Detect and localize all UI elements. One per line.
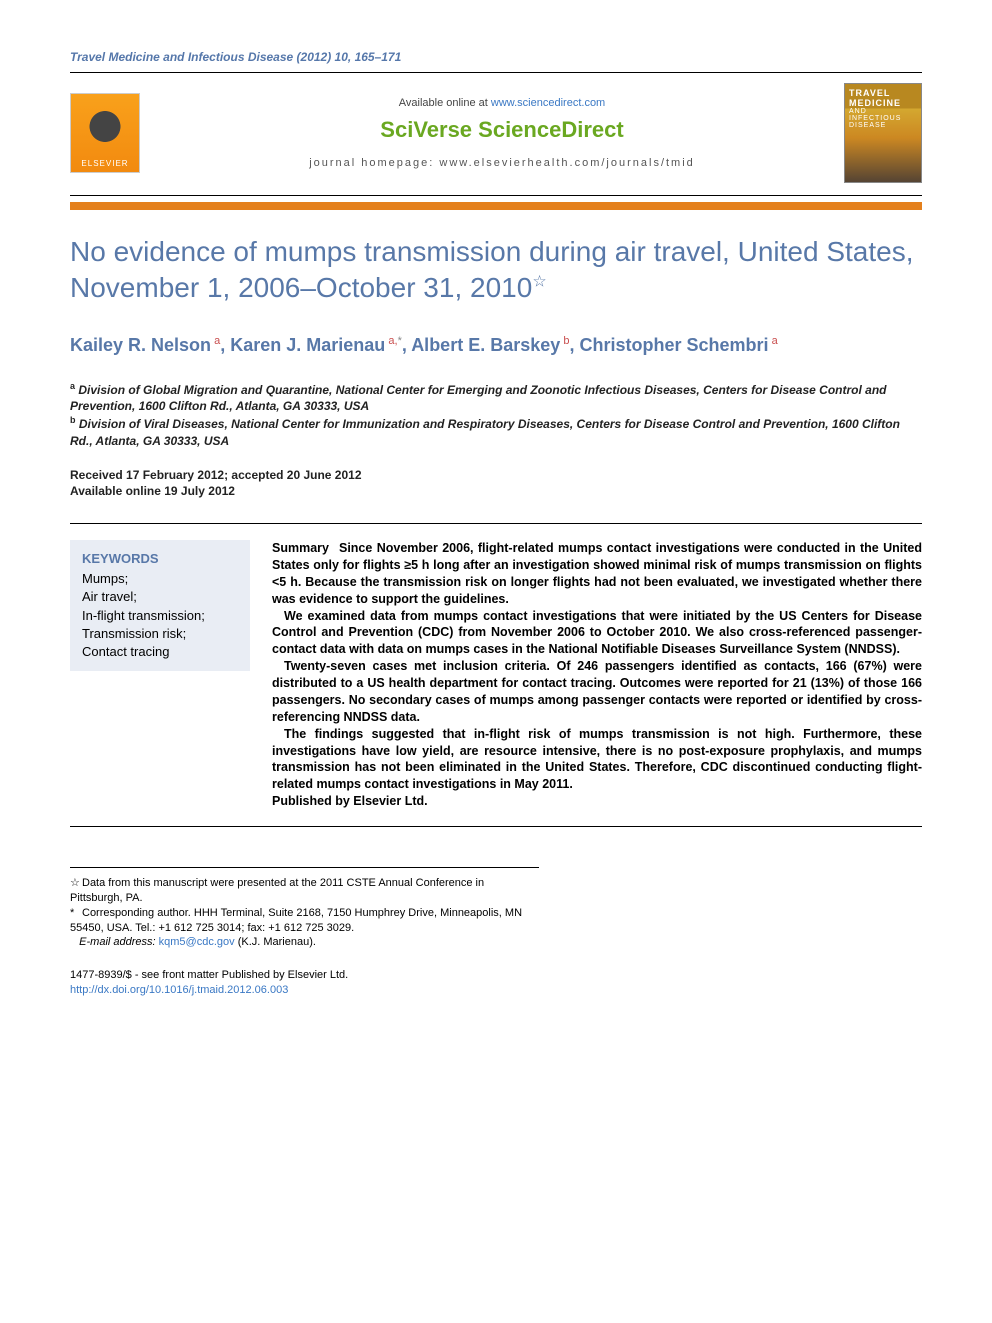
available-text: Available online at <box>399 97 491 109</box>
keyword-item: Air travel; <box>82 588 238 606</box>
journal-home-url[interactable]: www.elsevierhealth.com/journals/tmid <box>439 157 694 169</box>
email-tail: (K.J. Marienau). <box>235 936 316 948</box>
keyword-item: In-flight transmission; <box>82 607 238 625</box>
keyword-item: Transmission risk; <box>82 625 238 643</box>
author-4: Christopher Schembri <box>579 335 768 355</box>
available-online: Available online 19 July 2012 <box>70 483 922 499</box>
footnote-star-text: Data from this manuscript were presented… <box>70 877 484 904</box>
keyword-item: Contact tracing <box>82 643 238 661</box>
summary-p1: SummarySince November 2006, flight-relat… <box>272 540 922 608</box>
journal-home-label: journal homepage: <box>309 157 439 169</box>
footnotes: ☆Data from this manuscript were presente… <box>70 867 539 950</box>
summary-lead: Summary <box>272 541 329 555</box>
sciverse-brand: SciVerse ScienceDirect <box>160 117 844 143</box>
author-1-affil: a <box>211 335 220 347</box>
author-1: Kailey R. Nelson <box>70 335 211 355</box>
footnote-email: E-mail address: kqm5@cdc.gov (K.J. Marie… <box>70 935 539 950</box>
footnote-corresponding: *Corresponding author. HHH Terminal, Sui… <box>70 906 539 936</box>
summary-publisher: Published by Elsevier Ltd. <box>272 793 922 810</box>
article-title-text: No evidence of mumps transmission during… <box>70 236 914 303</box>
issn-line: 1477-8939/$ - see front matter Published… <box>70 968 922 983</box>
affiliations: a Division of Global Migration and Quara… <box>70 380 922 449</box>
author-3: Albert E. Barskey <box>411 335 560 355</box>
author-2: Karen J. Marienau <box>230 335 385 355</box>
cover-title-1: TRAVEL <box>849 88 917 98</box>
elsevier-logo: ELSEVIER <box>70 93 140 173</box>
author-2-affil: a, <box>385 335 397 347</box>
affiliation-b: b Division of Viral Diseases, National C… <box>70 414 922 448</box>
orange-divider <box>70 202 922 210</box>
author-3-affil: b <box>560 335 569 347</box>
title-footnote-star: ☆ <box>532 274 546 291</box>
email-link[interactable]: kqm5@cdc.gov <box>159 936 235 948</box>
keyword-item: Mumps; <box>82 570 238 588</box>
page-footer: 1477-8939/$ - see front matter Published… <box>70 968 922 998</box>
journal-cover-thumbnail: TRAVEL MEDICINE AND INFECTIOUS DISEASE <box>844 83 922 183</box>
affil-a-marker: a <box>70 381 75 391</box>
footnote-corr-text: Corresponding author. HHH Terminal, Suit… <box>70 907 522 934</box>
keywords-heading: KEYWORDS <box>82 550 238 568</box>
doi-link[interactable]: http://dx.doi.org/10.1016/j.tmaid.2012.0… <box>70 984 288 996</box>
footnote-data: ☆Data from this manuscript were presente… <box>70 876 539 906</box>
summary-p3: Twenty-seven cases met inclusion criteri… <box>272 658 922 726</box>
header-center: Available online at www.sciencedirect.co… <box>160 97 844 169</box>
abstract-block: KEYWORDS Mumps; Air travel; In-flight tr… <box>70 523 922 827</box>
article-dates: Received 17 February 2012; accepted 20 J… <box>70 467 922 499</box>
author-list: Kailey R. Nelson a, Karen J. Marienau a,… <box>70 333 922 358</box>
footnote-star-mark: ☆ <box>70 876 82 891</box>
cover-title-3: AND INFECTIOUS DISEASE <box>849 108 917 129</box>
article-title: No evidence of mumps transmission during… <box>70 234 922 307</box>
affil-a-text: Division of Global Migration and Quarant… <box>70 383 886 413</box>
elsevier-label: ELSEVIER <box>81 159 128 168</box>
summary-p1-text: Since November 2006, flight-related mump… <box>272 541 922 606</box>
affil-b-marker: b <box>70 415 76 425</box>
available-line: Available online at www.sciencedirect.co… <box>160 97 844 109</box>
summary-column: SummarySince November 2006, flight-relat… <box>272 540 922 810</box>
summary-p4: The findings suggested that in-flight ri… <box>272 726 922 794</box>
summary-p2: We examined data from mumps contact inve… <box>272 608 922 659</box>
journal-citation: Travel Medicine and Infectious Disease (… <box>70 50 922 64</box>
email-label: E-mail address: <box>79 936 158 948</box>
keywords-box: KEYWORDS Mumps; Air travel; In-flight tr… <box>70 540 250 671</box>
journal-homepage: journal homepage: www.elsevierhealth.com… <box>160 157 844 169</box>
journal-header: ELSEVIER Available online at www.science… <box>70 72 922 196</box>
keywords-column: KEYWORDS Mumps; Air travel; In-flight tr… <box>70 540 250 810</box>
author-4-affil: a <box>769 335 778 347</box>
sciencedirect-link[interactable]: www.sciencedirect.com <box>491 97 605 109</box>
author-2-corr: * <box>398 335 402 347</box>
cover-title-2: MEDICINE <box>849 98 917 108</box>
affiliation-a: a Division of Global Migration and Quara… <box>70 380 922 414</box>
elsevier-tree-icon <box>85 109 125 159</box>
affil-b-text: Division of Viral Diseases, National Cen… <box>70 417 900 447</box>
received-accepted: Received 17 February 2012; accepted 20 J… <box>70 467 922 483</box>
footnote-corr-mark: * <box>70 906 82 921</box>
